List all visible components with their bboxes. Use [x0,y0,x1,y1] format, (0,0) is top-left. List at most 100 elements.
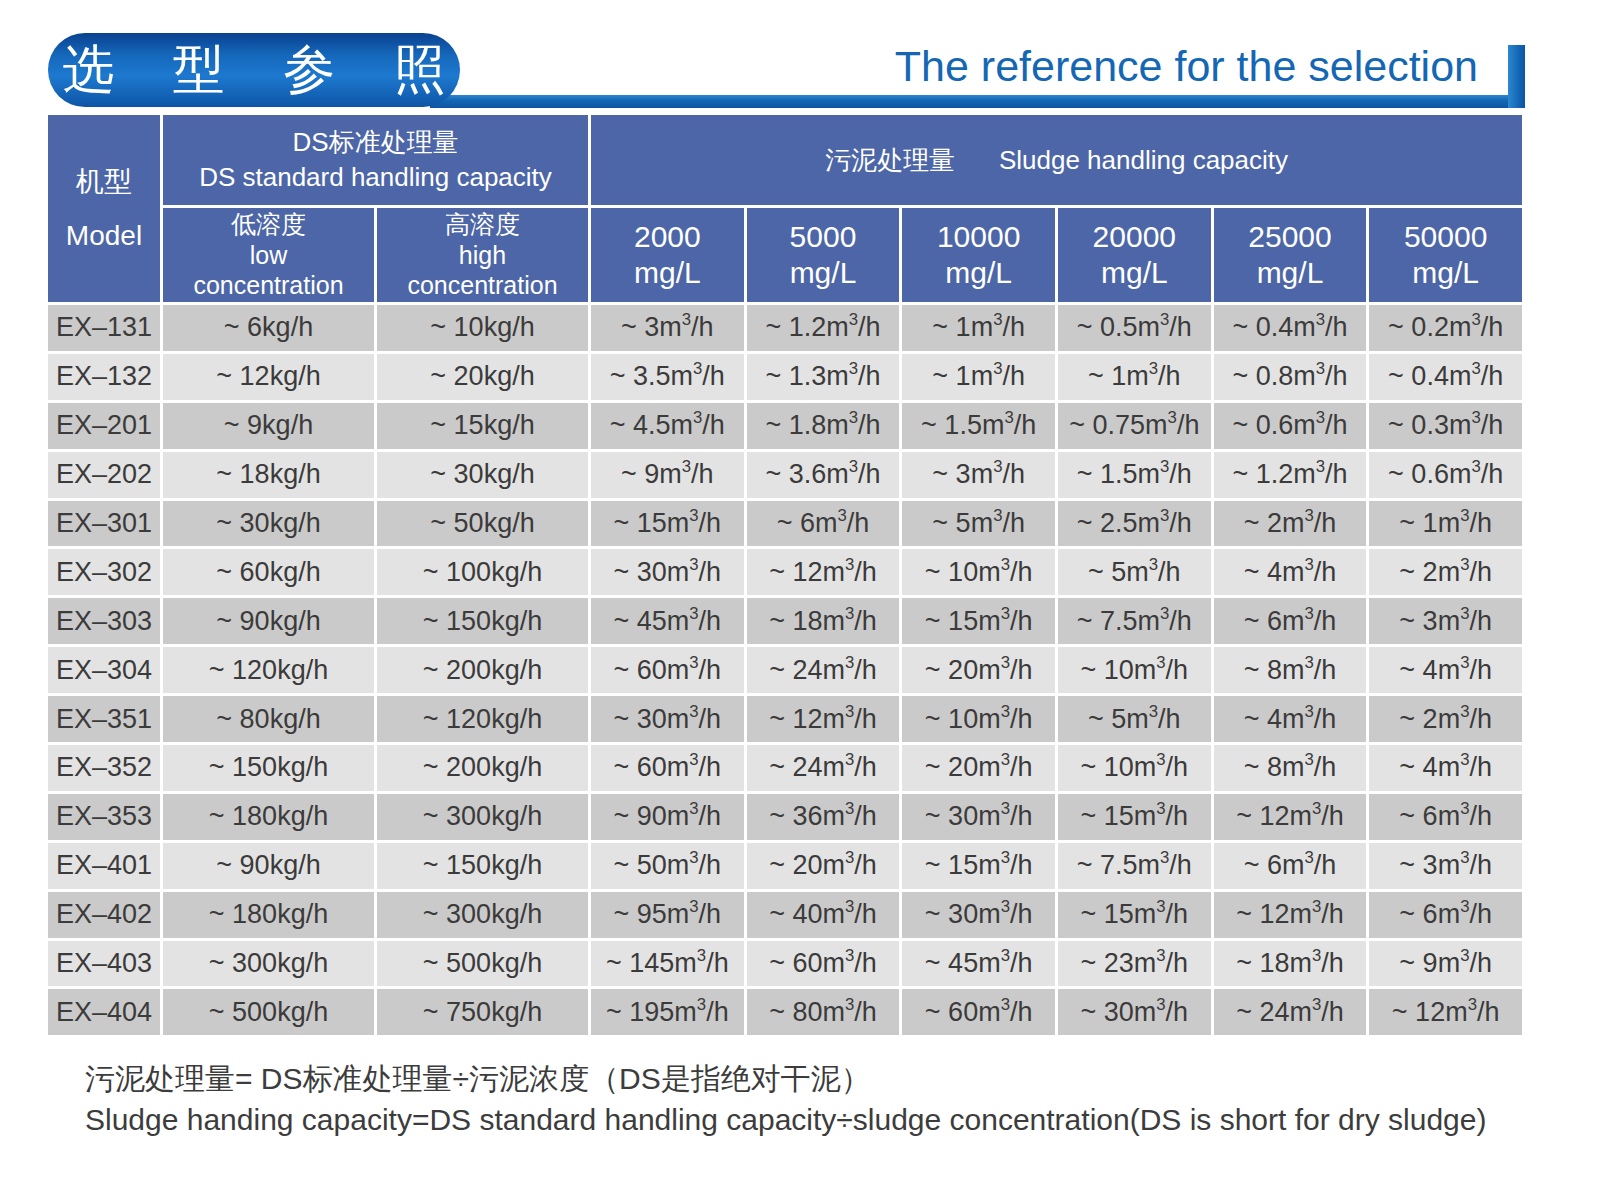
capacity-cell: ~ 750kg/h [377,989,588,1035]
subheader-25000mgL: 25000 mg/L [1214,208,1367,302]
capacity-cell: ~ 5m3/h [1058,549,1211,595]
capacity-cell: ~ 1.5m3/h [902,403,1055,449]
capacity-cell: ~ 120kg/h [377,696,588,742]
model-cell: EX–404 [48,989,160,1035]
capacity-cell: ~ 200kg/h [377,647,588,693]
capacity-cell: ~ 12m3/h [747,696,900,742]
subheader-50000mgL: 50000 mg/L [1369,208,1522,302]
model-cell: EX–202 [48,452,160,498]
capacity-cell: ~ 20m3/h [902,647,1055,693]
capacity-cell: ~ 36m3/h [747,794,900,840]
capacity-cell: ~ 24m3/h [1214,989,1367,1035]
capacity-cell: ~ 30kg/h [163,501,374,547]
capacity-cell: ~ 6m3/h [1369,794,1522,840]
capacity-cell: ~ 2m3/h [1214,501,1367,547]
capacity-cell: ~ 3m3/h [902,452,1055,498]
capacity-cell: ~ 90m3/h [591,794,744,840]
capacity-cell: ~ 5m3/h [902,501,1055,547]
capacity-cell: ~ 10m3/h [1058,745,1211,791]
capacity-cell: ~ 15kg/h [377,403,588,449]
capacity-cell: ~ 195m3/h [591,989,744,1035]
model-cell: EX–302 [48,549,160,595]
spec-table: 机型 Model DS标准处理量 DS standard handling ca… [48,115,1522,1035]
capacity-cell: ~ 4m3/h [1214,549,1367,595]
capacity-cell: ~ 60m3/h [902,989,1055,1035]
model-cell: EX–131 [48,305,160,351]
capacity-cell: ~ 1m3/h [902,354,1055,400]
model-cell: EX–304 [48,647,160,693]
capacity-cell: ~ 4m3/h [1369,647,1522,693]
capacity-cell: ~ 45m3/h [591,598,744,644]
capacity-cell: ~ 80m3/h [747,989,900,1035]
capacity-cell: ~ 6m3/h [1214,598,1367,644]
capacity-cell: ~ 100kg/h [377,549,588,595]
capacity-cell: ~ 18m3/h [747,598,900,644]
capacity-cell: ~ 12m3/h [1214,794,1367,840]
sludge-header-en: Sludge handling capacity [999,145,1288,176]
capacity-cell: ~ 8m3/h [1214,647,1367,693]
capacity-cell: ~ 150kg/h [163,745,374,791]
capacity-cell: ~ 12m3/h [1214,892,1367,938]
model-cell: EX–132 [48,354,160,400]
capacity-cell: ~ 60m3/h [591,745,744,791]
page-title-zh: 选 型 参 照 [40,35,467,105]
capacity-cell: ~ 3m3/h [1369,598,1522,644]
capacity-cell: ~ 15m3/h [1058,794,1211,840]
capacity-cell: ~ 0.4m3/h [1214,305,1367,351]
capacity-cell: ~ 0.8m3/h [1214,354,1367,400]
capacity-cell: ~ 8m3/h [1214,745,1367,791]
subheader-2000mgL: 2000 mg/L [591,208,744,302]
capacity-cell: ~ 10m3/h [902,696,1055,742]
capacity-cell: ~ 15m3/h [902,598,1055,644]
capacity-cell: ~ 30m3/h [1058,989,1211,1035]
title-accent-bar [1508,45,1525,108]
footnote-en: Sludge handing capacity=DS standard hand… [85,1099,1486,1140]
capacity-cell: ~ 10m3/h [1058,647,1211,693]
capacity-cell: ~ 2.5m3/h [1058,501,1211,547]
subheader-5000mgL: 5000 mg/L [747,208,900,302]
model-cell: EX–303 [48,598,160,644]
capacity-cell: ~ 10m3/h [902,549,1055,595]
capacity-cell: ~ 45m3/h [902,941,1055,987]
capacity-cell: ~ 9kg/h [163,403,374,449]
capacity-cell: ~ 0.5m3/h [1058,305,1211,351]
capacity-cell: ~ 30m3/h [591,549,744,595]
capacity-cell: ~ 20m3/h [747,843,900,889]
capacity-cell: ~ 1.2m3/h [1214,452,1367,498]
capacity-cell: ~ 1.2m3/h [747,305,900,351]
capacity-cell: ~ 24m3/h [747,745,900,791]
capacity-cell: ~ 0.2m3/h [1369,305,1522,351]
capacity-cell: ~ 3.6m3/h [747,452,900,498]
capacity-cell: ~ 50kg/h [377,501,588,547]
capacity-cell: ~ 30m3/h [902,794,1055,840]
capacity-cell: ~ 12m3/h [1369,989,1522,1035]
model-cell: EX–401 [48,843,160,889]
capacity-cell: ~ 0.6m3/h [1214,403,1367,449]
capacity-cell: ~ 23m3/h [1058,941,1211,987]
capacity-cell: ~ 200kg/h [377,745,588,791]
subheader-10000mgL: 10000 mg/L [902,208,1055,302]
capacity-cell: ~ 7.5m3/h [1058,843,1211,889]
column-header-model: 机型 Model [48,115,160,302]
title-underline-bar [430,95,1525,108]
model-cell: EX–353 [48,794,160,840]
capacity-cell: ~ 90kg/h [163,598,374,644]
capacity-cell: ~ 300kg/h [163,941,374,987]
capacity-cell: ~ 1m3/h [902,305,1055,351]
capacity-cell: ~ 30m3/h [902,892,1055,938]
capacity-cell: ~ 18m3/h [1214,941,1367,987]
capacity-cell: ~ 15m3/h [1058,892,1211,938]
capacity-cell: ~ 500kg/h [163,989,374,1035]
capacity-cell: ~ 60kg/h [163,549,374,595]
model-cell: EX–351 [48,696,160,742]
capacity-cell: ~ 7.5m3/h [1058,598,1211,644]
capacity-cell: ~ 80kg/h [163,696,374,742]
capacity-cell: ~ 40m3/h [747,892,900,938]
capacity-cell: ~ 300kg/h [377,794,588,840]
page-title-en: The reference for the selection [895,42,1478,91]
capacity-cell: ~ 120kg/h [163,647,374,693]
capacity-cell: ~ 20kg/h [377,354,588,400]
capacity-cell: ~ 1.5m3/h [1058,452,1211,498]
model-cell: EX–301 [48,501,160,547]
column-header-sludge-capacity: 污泥处理量 Sludge handling capacity [591,115,1522,205]
